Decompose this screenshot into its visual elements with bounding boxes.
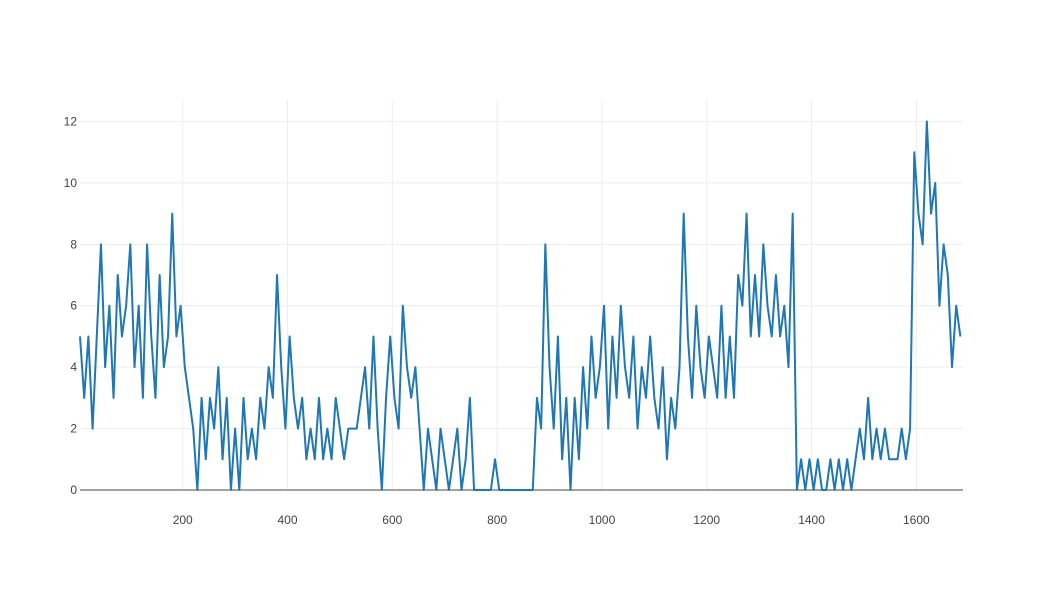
y-tick-label: 4 (70, 360, 77, 374)
x-tick-label: 600 (382, 513, 402, 527)
y-tick-label: 0 (70, 483, 77, 497)
y-tick-label: 8 (70, 237, 77, 251)
y-tick-label: 12 (64, 114, 78, 128)
x-tick-label: 1400 (798, 513, 825, 527)
x-tick-label: 1600 (903, 513, 930, 527)
data-line (79, 120, 962, 491)
x-tick-label: 1200 (693, 513, 720, 527)
x-tick-label: 200 (173, 513, 193, 527)
x-tick-label: 400 (278, 513, 298, 527)
y-tick-label: 10 (64, 176, 78, 190)
x-tick-label: 1000 (589, 513, 616, 527)
x-tick-label: 800 (487, 513, 507, 527)
y-tick-label: 2 (70, 422, 77, 436)
y-tick-label: 6 (70, 299, 77, 313)
